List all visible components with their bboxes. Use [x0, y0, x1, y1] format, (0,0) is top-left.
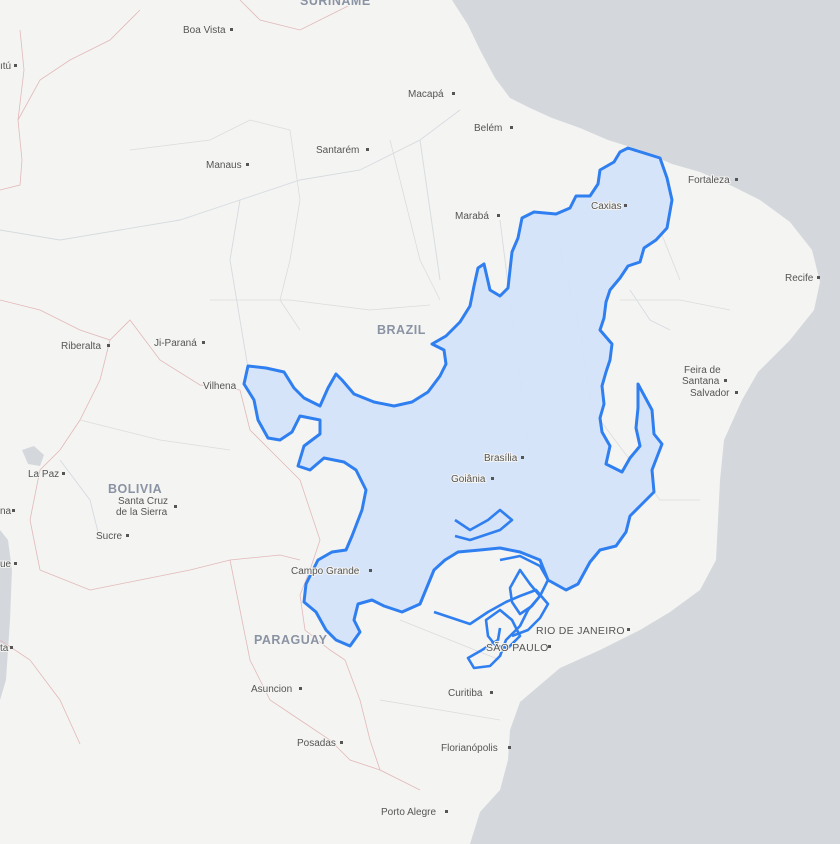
city-porto-alegre: Porto Alegre	[380, 806, 448, 819]
city-sao-paulo: SÃO PAULO	[485, 640, 551, 655]
svg-text:Vilhena: Vilhena	[203, 381, 237, 392]
city-campo-grande: Campo Grande	[290, 565, 372, 578]
svg-text:Fortaleza: Fortaleza	[688, 175, 730, 186]
svg-text:Caxias: Caxias	[591, 201, 622, 212]
svg-text:Goiânia: Goiânia	[451, 474, 486, 485]
city-posadas: Posadas	[296, 737, 343, 750]
country-labels: SURINAME BRAZIL BOLIVIA PARAGUAY	[107, 0, 426, 648]
city-salvador: Salvador	[689, 387, 738, 400]
city-rio-de-janeiro: RIO DE JANEIRO	[535, 624, 630, 638]
svg-text:Manaus: Manaus	[206, 160, 242, 171]
svg-text:Ji-Paraná: Ji-Paraná	[154, 338, 197, 349]
svg-text:Marabá: Marabá	[455, 211, 489, 222]
city-manaus: Manaus	[205, 159, 249, 172]
svg-text:Belém: Belém	[474, 123, 502, 134]
city-belem: Belém	[473, 122, 513, 135]
city-florianopolis: Florianópolis	[440, 742, 511, 755]
svg-text:La Paz: La Paz	[28, 469, 59, 480]
city-ji-parana: Ji-Paraná	[153, 337, 205, 350]
city-santarem: Santarém	[315, 144, 369, 157]
city-fortaleza: Fortaleza	[687, 174, 738, 187]
city-santa-cruz: Santa Cruz de la Sierra	[115, 495, 177, 519]
svg-text:Santarém: Santarém	[316, 145, 359, 156]
svg-text:de la Sierra: de la Sierra	[116, 507, 168, 518]
svg-text:SÃO PAULO: SÃO PAULO	[486, 641, 549, 654]
city-boa-vista: Boa Vista	[182, 24, 233, 37]
svg-text:Macapá: Macapá	[408, 89, 444, 100]
city-macapa: Macapá	[407, 88, 455, 101]
city-riberalta: Riberalta	[60, 340, 110, 353]
svg-text:ıtú: ıtú	[0, 61, 11, 72]
lake-titicaca	[22, 446, 44, 466]
svg-text:Brasília: Brasília	[484, 453, 518, 464]
svg-text:na: na	[0, 506, 12, 517]
city-labels: Boa Vista Macapá Belém Manaus Santarém F…	[0, 24, 820, 819]
city-goiania: Goiânia	[450, 473, 494, 486]
label-paraguay: PARAGUAY	[254, 633, 328, 647]
svg-text:ta: ta	[0, 643, 9, 654]
city-vilhena: Vilhena	[202, 380, 238, 393]
city-edge-1: ıtú	[0, 60, 17, 73]
svg-text:Boa Vista: Boa Vista	[183, 25, 226, 36]
label-suriname: SURINAME	[300, 0, 371, 8]
city-caxias: Caxias	[590, 200, 627, 213]
svg-text:Campo Grande: Campo Grande	[291, 566, 360, 577]
city-maraba: Marabá	[454, 210, 500, 223]
svg-text:Santana: Santana	[682, 376, 720, 387]
city-edge-3: ue	[0, 558, 17, 571]
svg-text:Recife: Recife	[785, 273, 814, 284]
city-curitiba: Curitiba	[447, 687, 493, 700]
svg-text:Curitiba: Curitiba	[448, 688, 483, 699]
cerrado-region[interactable]	[242, 146, 674, 670]
city-edge-4: ta	[0, 642, 13, 655]
svg-text:Porto Alegre: Porto Alegre	[381, 807, 436, 818]
svg-text:Feira de: Feira de	[684, 365, 721, 376]
svg-text:Asuncion: Asuncion	[251, 684, 292, 695]
svg-text:RIO DE JANEIRO: RIO DE JANEIRO	[536, 625, 625, 637]
svg-text:Sucre: Sucre	[96, 531, 123, 542]
country-borders	[0, 0, 421, 791]
city-asuncion: Asuncion	[250, 683, 302, 696]
ocean-pacific	[0, 530, 12, 700]
svg-text:Salvador: Salvador	[690, 388, 730, 399]
label-bolivia: BOLIVIA	[108, 482, 162, 496]
svg-text:Santa Cruz: Santa Cruz	[118, 496, 168, 507]
city-feira-de-santana: Feira de Santana	[681, 364, 727, 388]
svg-text:Riberalta: Riberalta	[61, 341, 101, 352]
city-recife: Recife	[784, 272, 820, 285]
city-brasilia: Brasília	[483, 452, 524, 465]
label-brazil: BRAZIL	[377, 323, 426, 337]
svg-text:ue: ue	[0, 559, 12, 570]
svg-text:Posadas: Posadas	[297, 738, 336, 749]
city-la-paz: La Paz	[27, 468, 65, 481]
ocean-atlantic	[452, 0, 840, 844]
svg-text:Florianópolis: Florianópolis	[441, 743, 498, 754]
city-edge-2: na	[0, 505, 15, 518]
city-sucre: Sucre	[95, 530, 129, 543]
